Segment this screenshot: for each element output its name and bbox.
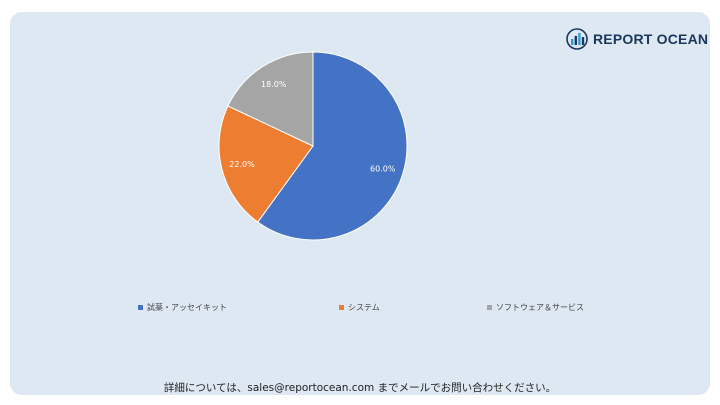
data-label-systems: 22.0%: [229, 160, 255, 169]
legend-label-software: ソフトウェア＆サービス: [496, 303, 584, 312]
chart-legend: 試薬・アッセイキット システム ソフトウェア＆サービス: [0, 302, 720, 316]
data-label-software: 18.0%: [261, 80, 287, 89]
data-label-reagents: 60.0%: [370, 165, 396, 174]
legend-item-software: ソフトウェア＆サービス: [487, 302, 584, 313]
legend-item-systems: システム: [339, 302, 380, 313]
legend-item-reagents: 試薬・アッセイキット: [138, 302, 227, 313]
pie-slice-reagents: [257, 51, 408, 241]
brand-logo: REPORT OCEAN: [566, 27, 708, 51]
pie-slice-software: [227, 51, 314, 147]
contact-footer: 詳細については、sales@reportocean.com までメールでお問い合…: [163, 382, 557, 394]
legend-swatch-systems: [339, 305, 344, 310]
brand-name: REPORT OCEAN: [593, 31, 709, 47]
legend-label-systems: システム: [348, 303, 380, 312]
legend-swatch-software: [487, 305, 492, 310]
bar-chart-logo-icon: [566, 28, 588, 50]
legend-label-reagents: 試薬・アッセイキット: [147, 303, 227, 312]
legend-swatch-reagents: [138, 305, 143, 310]
